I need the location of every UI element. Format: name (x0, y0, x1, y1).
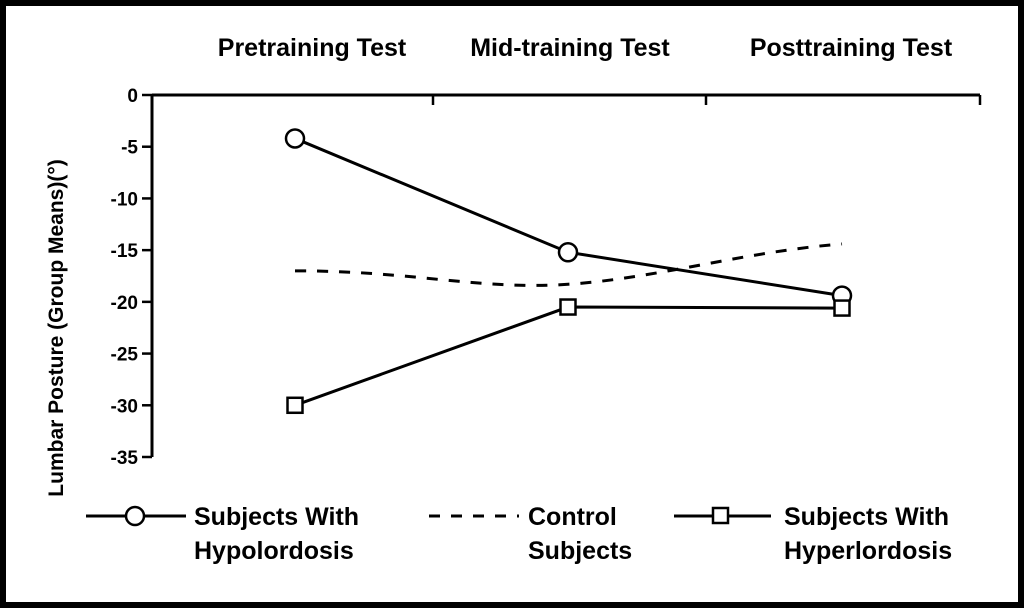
y-tick-label: 0 (127, 86, 138, 107)
data-point-subjects-with-hyperlordosis (286, 396, 304, 415)
data-point-subjects-with-hypolordosis (557, 241, 579, 263)
x-ticks (431, 95, 982, 105)
series-layer (284, 128, 853, 415)
series-line-subjects-with-hypolordosis (294, 137, 843, 298)
data-point-subjects-with-hyperlordosis (833, 299, 851, 317)
category-label-posttraining: Posttraining Test (750, 34, 953, 62)
y-axis-label: Lumbar Posture (Group Means)(°) (45, 159, 68, 496)
data-point-subjects-with-hypolordosis (284, 128, 306, 149)
legend-label-hyperlordosis-2: Hyperlordosis (784, 537, 952, 565)
y-ticks: 0 -5 -10 -15 -20 -25 -30 -35 (111, 86, 152, 469)
y-tick-label: -35 (111, 448, 139, 469)
y-tick-label: -15 (111, 241, 139, 262)
y-tick-label: -10 (111, 189, 138, 210)
y-tick-label: -25 (111, 345, 139, 366)
legend: Subjects With Hypolordosis Control Subje… (86, 503, 952, 565)
y-tick-label: -20 (111, 293, 138, 314)
data-point-subjects-with-hyperlordosis (559, 298, 577, 316)
legend-label-hyperlordosis-1: Subjects With (784, 503, 949, 531)
y-tick-label: -30 (111, 396, 138, 417)
legend-label-control-2: Subjects (528, 537, 632, 565)
chart-frame: Pretraining Test Mid-training Test Postt… (6, 6, 1018, 602)
legend-label-hypolordosis-1: Subjects With (194, 503, 359, 531)
category-label-pretraining: Pretraining Test (218, 34, 407, 62)
y-tick-label: -5 (121, 138, 138, 159)
legend-label-control-1: Control (528, 503, 617, 531)
legend-marker-hyperlordosis (711, 506, 730, 525)
legend-label-hypolordosis-2: Hypolordosis (194, 537, 354, 565)
series-line-control-subjects (294, 242, 843, 287)
legend-marker-hypolordosis (124, 505, 146, 527)
category-label-midtraining: Mid-training Test (470, 34, 670, 62)
series-line-subjects-with-hyperlordosis (294, 305, 843, 407)
lumbar-posture-chart: Pretraining Test Mid-training Test Postt… (45, 34, 982, 565)
